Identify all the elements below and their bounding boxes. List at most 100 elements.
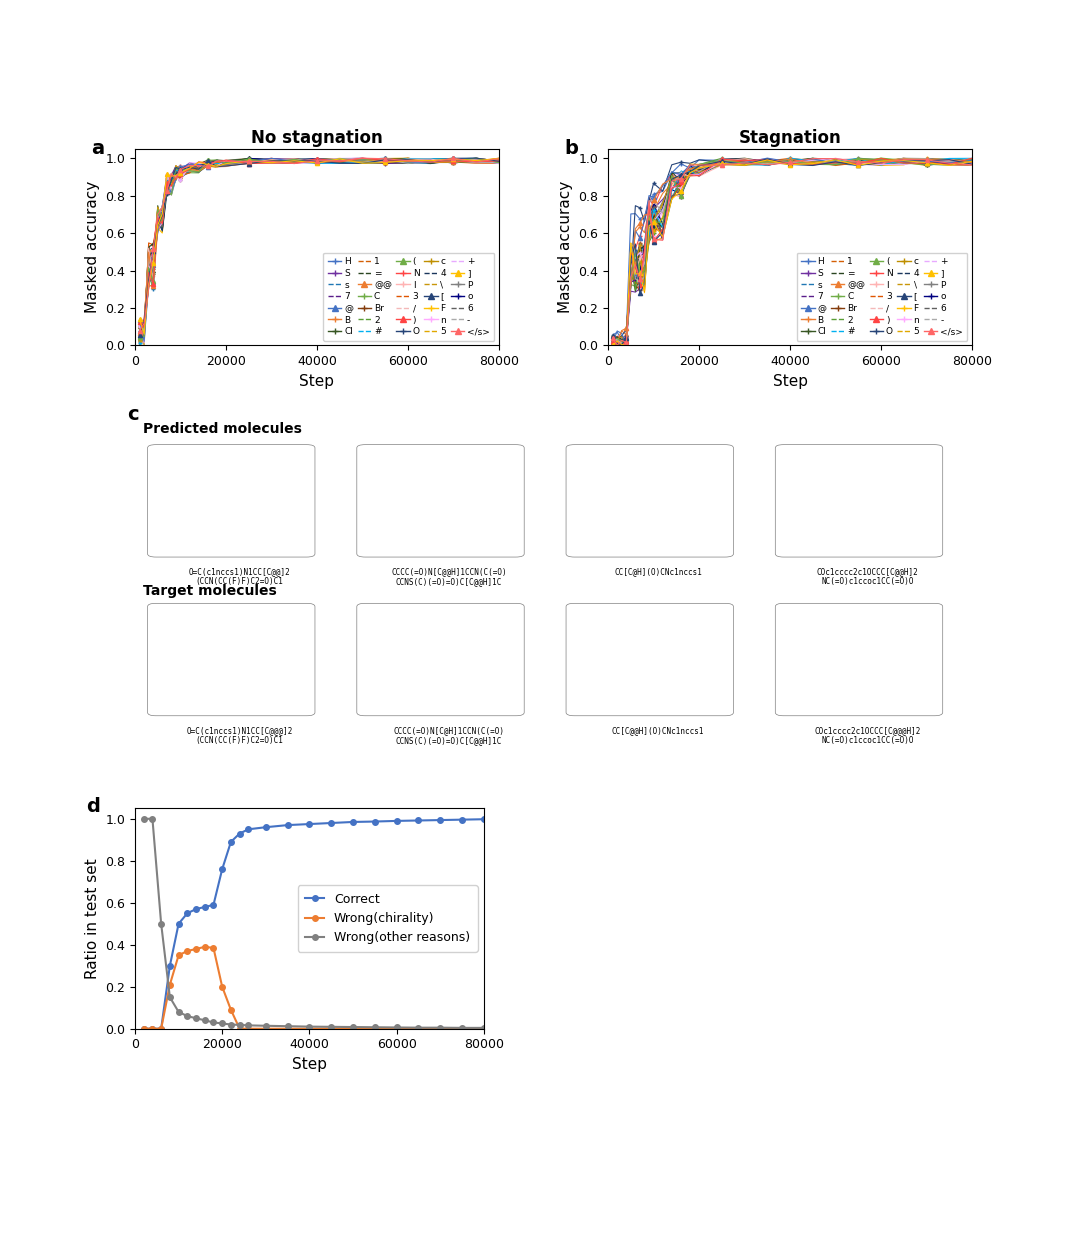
Correct	[190, 902, 203, 917]
Wrong(chirality)	[199, 939, 212, 954]
Correct	[207, 897, 220, 912]
Correct	[411, 813, 424, 828]
Wrong(chirality)	[154, 1021, 167, 1036]
Title: No stagnation: No stagnation	[251, 129, 382, 147]
X-axis label: Step: Step	[292, 1057, 327, 1072]
Text: a: a	[92, 139, 105, 157]
X-axis label: Step: Step	[299, 374, 335, 389]
Wrong(chirality)	[216, 979, 229, 994]
Wrong(chirality)	[302, 1021, 315, 1036]
Correct	[163, 958, 176, 973]
Correct	[172, 917, 185, 932]
Wrong(chirality)	[172, 948, 185, 963]
Wrong(chirality)	[325, 1021, 338, 1036]
Wrong(other reasons)	[225, 1017, 238, 1032]
Correct	[233, 826, 246, 841]
FancyBboxPatch shape	[566, 445, 733, 558]
FancyBboxPatch shape	[356, 445, 524, 558]
Legend: H, S, s, 7, @, B, Cl, 1, =, @@, C, Br, 2, #, (, N, I, 3, /, ), O, c, 4, \, [, F,: H, S, s, 7, @, B, Cl, 1, =, @@, C, Br, 2…	[323, 253, 495, 341]
Wrong(other reasons)	[302, 1020, 315, 1035]
Text: Target molecules: Target molecules	[144, 584, 278, 597]
Wrong(other reasons)	[368, 1020, 381, 1035]
Y-axis label: Masked accuracy: Masked accuracy	[84, 181, 99, 313]
Wrong(other reasons)	[281, 1018, 294, 1033]
Wrong(other reasons)	[137, 812, 150, 826]
Wrong(other reasons)	[172, 1005, 185, 1020]
Wrong(chirality)	[390, 1021, 403, 1036]
Correct	[477, 812, 490, 826]
Wrong(other reasons)	[325, 1020, 338, 1035]
Line: Wrong(other reasons): Wrong(other reasons)	[141, 817, 486, 1031]
FancyBboxPatch shape	[566, 603, 733, 716]
Correct	[137, 1021, 150, 1036]
Wrong(chirality)	[281, 1021, 294, 1036]
Wrong(other reasons)	[190, 1011, 203, 1026]
Text: CCCC(=O)N[C@H]1CCN(C(=O)
CCNS(C)(=O)=O)C[C@@H]1C: CCCC(=O)N[C@H]1CCN(C(=O) CCNS(C)(=O)=O)C…	[393, 726, 504, 745]
Wrong(chirality)	[411, 1021, 424, 1036]
Correct	[225, 834, 238, 849]
FancyBboxPatch shape	[356, 603, 524, 716]
Correct	[146, 1021, 159, 1036]
Wrong(chirality)	[180, 944, 193, 959]
Wrong(chirality)	[259, 1021, 272, 1036]
Wrong(other reasons)	[390, 1020, 403, 1035]
Wrong(other reasons)	[411, 1020, 424, 1035]
Correct	[368, 814, 381, 829]
Correct	[154, 1021, 167, 1036]
Wrong(other reasons)	[216, 1016, 229, 1031]
Wrong(other reasons)	[180, 1009, 193, 1023]
FancyBboxPatch shape	[148, 445, 315, 558]
Wrong(chirality)	[207, 940, 220, 955]
Wrong(chirality)	[368, 1021, 381, 1036]
FancyBboxPatch shape	[775, 603, 943, 716]
Correct	[434, 813, 447, 828]
Title: Stagnation: Stagnation	[739, 129, 841, 147]
Correct	[302, 817, 315, 831]
FancyBboxPatch shape	[775, 445, 943, 558]
Wrong(other reasons)	[259, 1018, 272, 1033]
Wrong(chirality)	[163, 978, 176, 992]
Text: O=C(c1nccs1)N1CC[C@@]2
(CCN(CC(F)F)C2=O)C1: O=C(c1nccs1)N1CC[C@@]2 (CCN(CC(F)F)C2=O)…	[189, 567, 291, 586]
Correct	[199, 900, 212, 914]
Wrong(chirality)	[190, 942, 203, 957]
Wrong(chirality)	[477, 1021, 490, 1036]
Text: COc1cccc2c1OCCC[C@@H]2
NC(=O)c1ccoc1CC(=O)O: COc1cccc2c1OCCC[C@@H]2 NC(=O)c1ccoc1CC(=…	[816, 567, 918, 586]
Wrong(other reasons)	[456, 1021, 469, 1036]
Wrong(other reasons)	[347, 1020, 360, 1035]
Wrong(chirality)	[434, 1021, 447, 1036]
Wrong(other reasons)	[233, 1017, 246, 1032]
Correct	[456, 813, 469, 828]
Text: O=C(c1nccs1)N1CC[C@@@]2
(CCN(CC(F)F)C2=O)C1: O=C(c1nccs1)N1CC[C@@@]2 (CCN(CC(F)F)C2=O…	[187, 726, 293, 745]
Wrong(chirality)	[137, 1021, 150, 1036]
Correct	[347, 814, 360, 829]
Correct	[281, 818, 294, 833]
Text: d: d	[86, 797, 100, 817]
Wrong(other reasons)	[207, 1015, 220, 1030]
Text: CC[C@@H](O)CNc1nccs1: CC[C@@H](O)CNc1nccs1	[612, 726, 704, 735]
Wrong(other reasons)	[434, 1020, 447, 1035]
FancyBboxPatch shape	[148, 603, 315, 716]
Wrong(chirality)	[242, 1021, 255, 1036]
Correct	[259, 820, 272, 835]
Wrong(other reasons)	[242, 1018, 255, 1033]
Y-axis label: Ratio in test set: Ratio in test set	[84, 859, 99, 979]
Legend: Correct, Wrong(chirality), Wrong(other reasons): Correct, Wrong(chirality), Wrong(other r…	[298, 886, 477, 952]
Legend: H, S, s, 7, @, B, Cl, 1, =, @@, C, Br, 2, #, (, N, I, 3, /, ), O, c, 4, \, [, F,: H, S, s, 7, @, B, Cl, 1, =, @@, C, Br, 2…	[797, 253, 968, 341]
Text: CC[C@H](O)CNc1nccs1: CC[C@H](O)CNc1nccs1	[615, 567, 702, 576]
Correct	[216, 862, 229, 877]
Line: Wrong(chirality): Wrong(chirality)	[141, 944, 486, 1032]
Correct	[180, 906, 193, 921]
Wrong(chirality)	[347, 1021, 360, 1036]
Wrong(other reasons)	[163, 990, 176, 1005]
Correct	[390, 814, 403, 829]
Wrong(other reasons)	[154, 917, 167, 932]
Text: CCCC(=O)N[C@@H]1CCN(C(=O)
CCNS(C)(=O)=O)C[C@@H]1C: CCCC(=O)N[C@@H]1CCN(C(=O) CCNS(C)(=O)=O)…	[391, 567, 507, 586]
Text: Predicted molecules: Predicted molecules	[144, 421, 302, 435]
Text: c: c	[126, 405, 138, 424]
Text: b: b	[565, 139, 578, 157]
Text: COc1cccc2c1OCCC[C@@@H]2
NC(=O)c1ccoc1CC(=O)O: COc1cccc2c1OCCC[C@@@H]2 NC(=O)c1ccoc1CC(…	[814, 726, 920, 745]
X-axis label: Step: Step	[772, 374, 808, 389]
Y-axis label: Masked accuracy: Masked accuracy	[557, 181, 572, 313]
Wrong(chirality)	[146, 1021, 159, 1036]
Wrong(other reasons)	[477, 1021, 490, 1036]
